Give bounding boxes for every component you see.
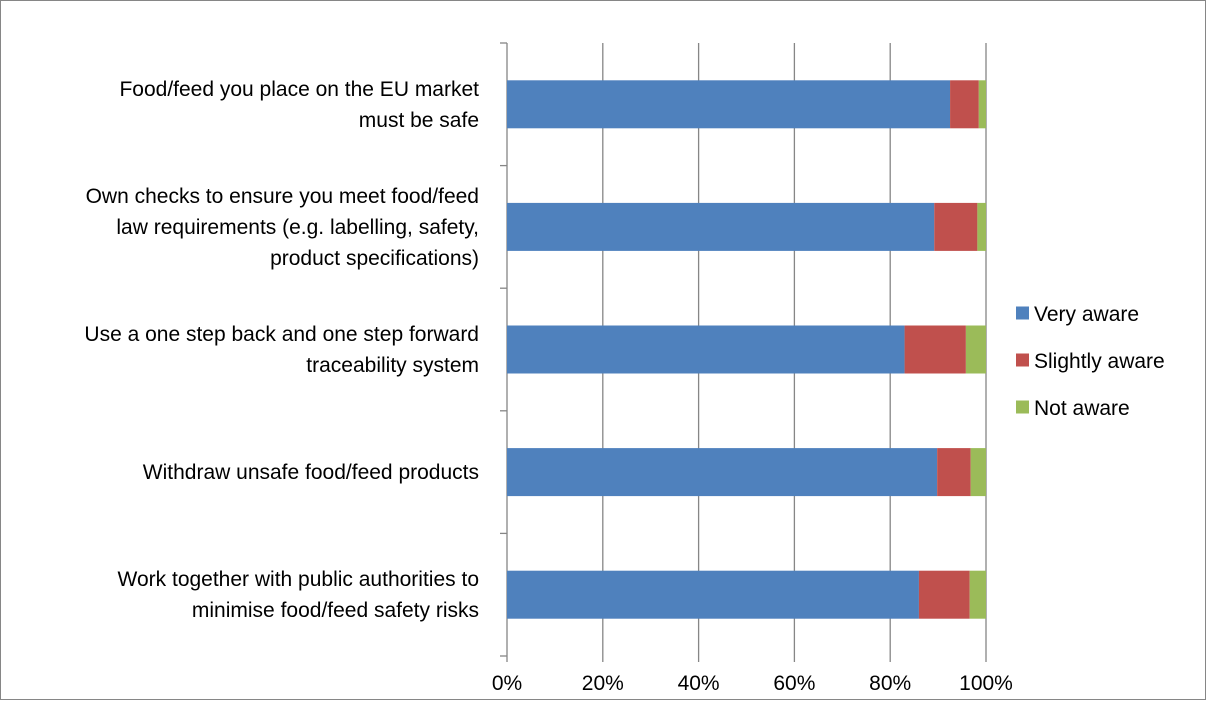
x-tick-label: 20%	[582, 672, 624, 695]
category-label-line: minimise food/feed safety risks	[192, 599, 479, 622]
bar-very-aware	[507, 448, 938, 497]
category-label-line: product specifications)	[270, 247, 479, 270]
bar-very-aware	[507, 80, 951, 129]
category-label-line: traceability system	[306, 354, 479, 377]
legend-label: Very aware	[1034, 303, 1139, 326]
bar-not-aware	[965, 325, 986, 374]
x-tick-label: 60%	[773, 672, 815, 695]
legend-label: Not aware	[1034, 397, 1130, 420]
legend-swatch	[1016, 400, 1029, 414]
bar-not-aware	[977, 202, 986, 251]
bar-not-aware	[970, 448, 986, 497]
bar-very-aware	[507, 202, 935, 251]
category-label: Own checks to ensure you meet food/feed l…	[86, 185, 479, 270]
legend-swatch	[1016, 353, 1029, 367]
bar-not-aware	[978, 80, 986, 129]
bar-slightly-aware	[934, 202, 978, 251]
category-label-line: Work together with public authorities to	[118, 568, 479, 591]
x-tick-label: 80%	[869, 672, 911, 695]
bar-slightly-aware	[937, 448, 971, 497]
category-label-line: must be safe	[359, 109, 479, 132]
category-label-line: law requirements (e.g. labelling, safety…	[116, 216, 479, 239]
x-tick-label: 40%	[678, 672, 720, 695]
category-label-line: Withdraw unsafe food/feed products	[143, 461, 479, 484]
category-label-line: Use a one step back and one step forward	[84, 323, 479, 346]
category-label-line: Food/feed you place on the EU market	[119, 78, 479, 101]
bar-very-aware	[507, 570, 919, 619]
bar-slightly-aware	[950, 80, 979, 129]
category-label: Work together with public authorities to…	[118, 568, 479, 622]
category-label: Withdraw unsafe food/feed products	[143, 461, 479, 484]
category-label: Food/feed you place on the EU market must…	[119, 78, 479, 132]
bar-very-aware	[507, 325, 905, 374]
category-label-line: Own checks to ensure you meet food/feed	[86, 185, 479, 208]
bar-slightly-aware	[918, 570, 970, 619]
legend-swatch	[1016, 306, 1029, 320]
x-tick-label: 0%	[492, 672, 522, 695]
x-tick-label: 100%	[959, 672, 1013, 695]
legend-label: Slightly aware	[1034, 350, 1165, 373]
category-label: Use a one step back and one step forward…	[84, 323, 479, 377]
bar-slightly-aware	[904, 325, 966, 374]
bar-not-aware	[969, 570, 986, 619]
